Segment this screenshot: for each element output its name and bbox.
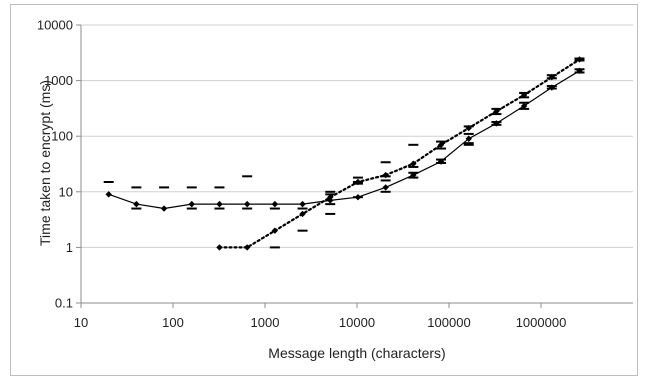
series-lines: [108, 58, 581, 249]
series-line-2: [218, 58, 581, 249]
data-point: [327, 193, 334, 201]
data-point: [216, 244, 223, 251]
data-point: [354, 193, 362, 201]
data-point: [299, 210, 306, 218]
data-point: [327, 197, 334, 204]
data-point: [243, 200, 251, 208]
data-point: [465, 135, 472, 142]
y-tick-label: 1000: [44, 73, 73, 88]
data-point: [410, 160, 417, 167]
x-tick-label: 1000000: [516, 315, 567, 330]
data-point: [493, 108, 500, 115]
data-point: [437, 158, 445, 165]
data-point: [105, 191, 112, 198]
y-tick-label: 10000: [37, 18, 73, 33]
x-tick-label: 100: [162, 315, 184, 330]
data-point: [188, 200, 195, 208]
data-point: [216, 200, 223, 208]
data-point: [354, 178, 362, 186]
data-point: [576, 56, 583, 63]
data-point: [520, 91, 528, 99]
data-point: [382, 171, 389, 179]
x-tick-label: 10: [74, 315, 88, 330]
data-point: [465, 124, 472, 132]
chart-frame: [10, 4, 638, 376]
x-tick-label: 1000: [251, 315, 280, 330]
error-bars: [103, 57, 585, 249]
data-markers: [105, 56, 583, 251]
y-tick-label: 100: [51, 129, 73, 144]
data-point: [160, 205, 168, 212]
data-point: [548, 84, 556, 91]
data-point: [133, 200, 140, 208]
data-point: [548, 74, 556, 81]
data-point: [576, 67, 583, 75]
x-tick-label: 100000: [427, 315, 470, 330]
data-point: [437, 141, 445, 149]
series-line-1: [108, 70, 580, 210]
data-point: [243, 244, 251, 251]
data-point: [493, 120, 500, 127]
axes: [76, 24, 633, 308]
data-point: [271, 200, 279, 208]
data-point: [382, 184, 389, 191]
y-tick-label: 0.1: [55, 296, 73, 311]
gridlines: [81, 24, 633, 304]
data-point: [271, 227, 279, 234]
data-point: [410, 171, 417, 179]
y-tick-label: 1: [66, 240, 73, 255]
data-point: [520, 102, 528, 110]
data-point: [299, 200, 306, 208]
y-axis-title: Time taken to encrypt (ms): [37, 80, 53, 246]
x-tick-label: 10000: [339, 315, 375, 330]
y-tick-label: 10: [59, 184, 73, 199]
tick-labels: 0.1 1 10 100 1000 10000 10 100 1000 10000 100000 10…: [37, 18, 566, 331]
x-axis-title: Message length (characters): [268, 345, 445, 361]
